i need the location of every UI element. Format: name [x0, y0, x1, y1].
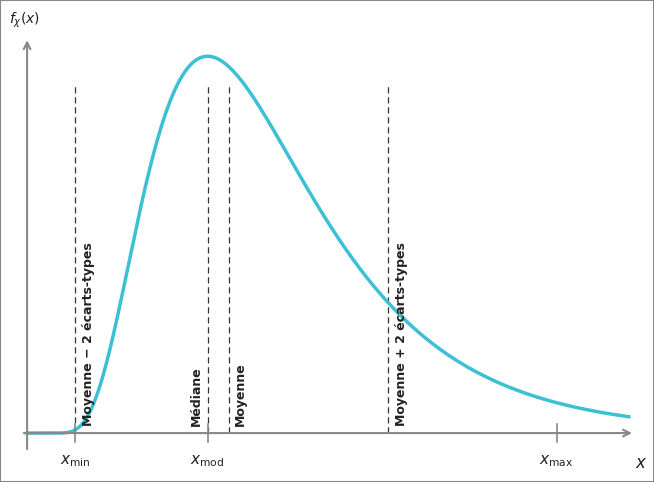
Text: Médiane: Médiane: [190, 366, 203, 426]
Text: $x_{\rm max}$: $x_{\rm max}$: [540, 454, 574, 469]
Text: Moyenne: Moyenne: [233, 362, 247, 426]
Text: Moyenne + 2 écarts-types: Moyenne + 2 écarts-types: [396, 241, 408, 426]
Text: Moyenne − 2 écarts-types: Moyenne − 2 écarts-types: [82, 242, 95, 426]
Text: $x$: $x$: [634, 454, 647, 472]
Text: $f_{\chi}(x)$: $f_{\chi}(x)$: [9, 11, 39, 30]
Text: $x_{\rm mod}$: $x_{\rm mod}$: [190, 454, 225, 469]
Text: $x_{\rm min}$: $x_{\rm min}$: [60, 454, 90, 469]
